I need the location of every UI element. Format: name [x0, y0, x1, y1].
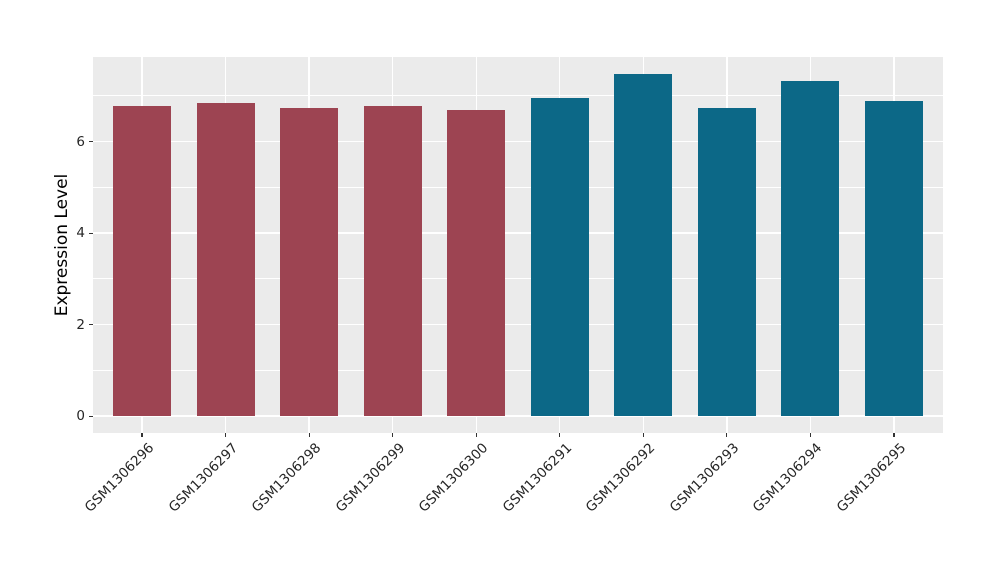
- major-gridline: [93, 323, 943, 326]
- bar-GSM1306296: [113, 105, 171, 417]
- x-tick-mark: [726, 433, 728, 437]
- bar-GSM1306293: [697, 107, 756, 417]
- x-tick-mark: [893, 433, 895, 437]
- bar-GSM1306300: [447, 109, 506, 417]
- minor-gridline: [93, 278, 943, 280]
- bar-GSM1306291: [530, 98, 589, 417]
- x-tick-mark: [308, 433, 310, 437]
- minor-gridline: [93, 369, 943, 371]
- major-gridline: [93, 232, 943, 234]
- bar-GSM1306298: [280, 108, 339, 417]
- y-tick-label: 0: [76, 408, 85, 425]
- bar-GSM1306299: [363, 105, 422, 417]
- x-tick-mark: [392, 433, 394, 437]
- minor-gridline: [93, 186, 943, 188]
- x-tick-mark: [141, 433, 143, 437]
- y-tick-mark: [89, 141, 93, 143]
- major-gridline: [93, 140, 943, 143]
- y-tick-label: 2: [76, 316, 85, 333]
- bar-GSM1306292: [614, 73, 673, 417]
- bar-GSM1306297: [196, 102, 255, 417]
- bar-GSM1306295: [865, 100, 923, 417]
- y-tick-mark: [89, 232, 93, 234]
- x-tick-mark: [559, 433, 561, 437]
- plot-panel: [93, 57, 943, 433]
- x-tick-mark: [224, 433, 227, 437]
- x-tick-mark: [809, 433, 812, 437]
- x-tick-mark: [642, 433, 644, 437]
- y-tick-label: 6: [76, 133, 85, 150]
- y-tick-label: 4: [76, 225, 85, 242]
- minor-gridline: [93, 95, 943, 97]
- x-tick-label-GSM1306295: GSM1306295: [833, 440, 910, 516]
- x-tick-mark: [475, 433, 477, 437]
- major-gridline: [93, 415, 943, 417]
- y-tick-mark: [89, 324, 93, 326]
- y-tick-mark: [89, 415, 93, 417]
- bar-GSM1306294: [781, 81, 840, 417]
